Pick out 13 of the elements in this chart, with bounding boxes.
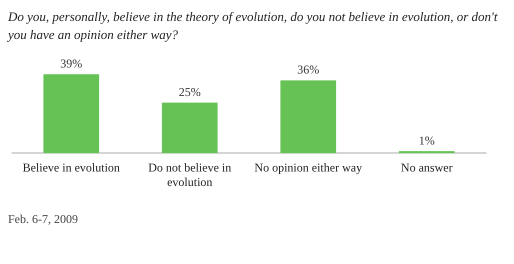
x-tick-label: Do not believe in evolution [148,160,232,189]
data-label: 36% [297,62,320,76]
bar [280,80,336,154]
data-label: 25% [178,84,201,99]
bar [43,74,100,154]
x-tick-label: Believe in evolution [22,160,120,175]
data-label: 39% [60,56,82,70]
chart-title: Do you, personally, believe in the theory of evolution, do you not believe in evolution, or don't you have an opinion either way? [8,8,499,44]
text: Feb. 6-7, 2009 [8,212,79,227]
bar [162,102,218,154]
x-tick-label: No opinion either way [254,160,362,175]
data-label: 1% [418,133,435,148]
x-tick-label: No answer [400,160,453,175]
